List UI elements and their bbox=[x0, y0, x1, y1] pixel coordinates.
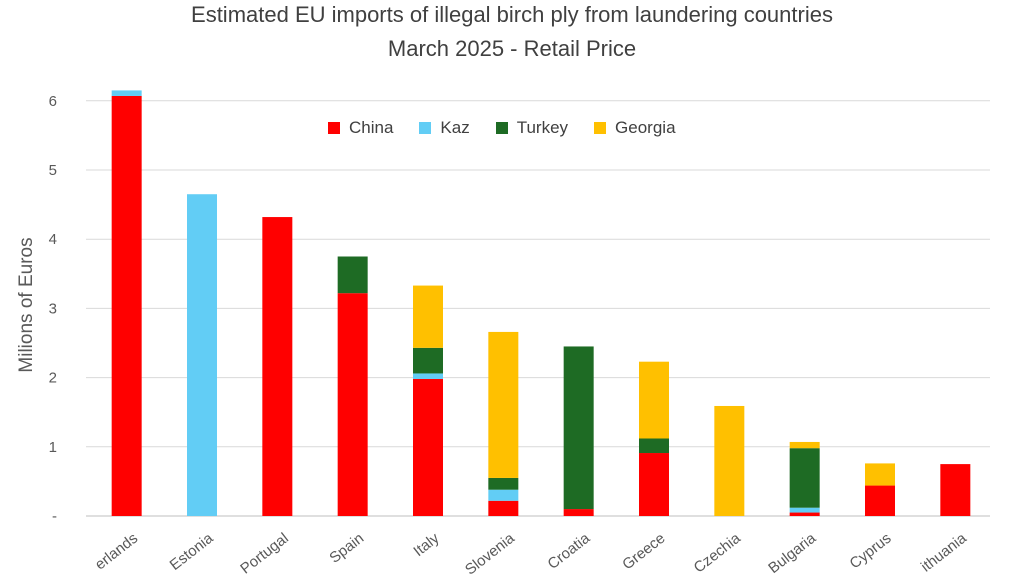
bar-segment-georgia bbox=[413, 285, 443, 348]
legend-label-kaz: Kaz bbox=[440, 118, 470, 137]
bar-segment-turkey bbox=[789, 448, 820, 508]
legend-swatch-georgia bbox=[594, 122, 607, 134]
bar-segment-kaz bbox=[413, 373, 443, 379]
bar-segment-georgia bbox=[639, 361, 669, 439]
y-tick-label: 1 bbox=[49, 439, 57, 456]
legend-label-turkey: Turkey bbox=[516, 118, 569, 137]
x-tick-label: ithuania bbox=[918, 529, 970, 575]
y-tick-label: 6 bbox=[49, 93, 57, 110]
bar-segment-turkey bbox=[413, 347, 443, 374]
bar-segment-china bbox=[563, 509, 594, 516]
chart-title: Estimated EU imports of illegal birch pl… bbox=[191, 2, 833, 27]
bar-segment-kaz bbox=[187, 194, 217, 516]
bar-segment-china bbox=[639, 453, 669, 516]
x-tick-label: Portugal bbox=[237, 530, 291, 576]
x-tick-label: Slovenia bbox=[462, 529, 518, 576]
bar-segment-china bbox=[262, 217, 293, 516]
bar-segment-georgia bbox=[865, 463, 895, 486]
x-tick-label: Greece bbox=[619, 530, 668, 574]
legend-label-georgia: Georgia bbox=[615, 118, 676, 137]
bar-segment-georgia bbox=[488, 331, 519, 478]
x-tick-label: Spain bbox=[326, 530, 367, 567]
bar-segment-turkey bbox=[639, 438, 669, 454]
bar-segment-china bbox=[865, 485, 895, 516]
y-tick-label: 5 bbox=[49, 162, 57, 179]
bar-segment-china bbox=[940, 464, 971, 516]
x-tick-label: Estonia bbox=[167, 529, 217, 574]
legend-item-turkey: Turkey bbox=[495, 118, 569, 138]
bar-segment-china bbox=[111, 95, 142, 517]
y-tick-label: 4 bbox=[49, 231, 57, 248]
x-tick-label: Italy bbox=[410, 529, 443, 560]
x-tick-label: Czechia bbox=[691, 529, 745, 576]
bar-segment-kaz bbox=[789, 507, 820, 513]
bar-segment-kaz bbox=[488, 489, 519, 501]
chart-subtitle: March 2025 - Retail Price bbox=[387, 36, 637, 61]
legend-label-china: China bbox=[349, 118, 394, 137]
legend-item-china: China bbox=[328, 118, 393, 138]
legend-swatch-turkey bbox=[495, 122, 508, 134]
bar-segment-china bbox=[789, 512, 820, 516]
y-tick-label: 3 bbox=[49, 300, 57, 317]
x-tick-label: Croatia bbox=[545, 529, 594, 573]
bar-segment-kaz bbox=[111, 90, 142, 96]
legend-item-kaz: Kaz bbox=[419, 118, 470, 138]
bar-segment-georgia bbox=[789, 441, 820, 449]
bar-segment-turkey bbox=[337, 256, 368, 294]
bar-segment-china bbox=[337, 293, 368, 516]
bar-segment-china bbox=[488, 500, 519, 516]
legend: China Kaz Turkey Georgia bbox=[328, 118, 676, 138]
x-tick-label: erlands bbox=[92, 530, 141, 574]
bar-segment-turkey bbox=[488, 477, 519, 490]
legend-swatch-kaz bbox=[419, 122, 432, 134]
legend-swatch-china bbox=[328, 122, 340, 134]
x-tick-label: Cyprus bbox=[847, 530, 895, 573]
x-tick-label: Bulgaria bbox=[765, 529, 819, 576]
y-tick-label: 2 bbox=[49, 370, 57, 387]
bar-segment-china bbox=[413, 378, 443, 516]
bar-segment-turkey bbox=[563, 346, 594, 510]
bar-segment-georgia bbox=[714, 405, 745, 516]
legend-item-georgia: Georgia bbox=[594, 118, 676, 138]
y-tick-label: - bbox=[52, 508, 57, 525]
